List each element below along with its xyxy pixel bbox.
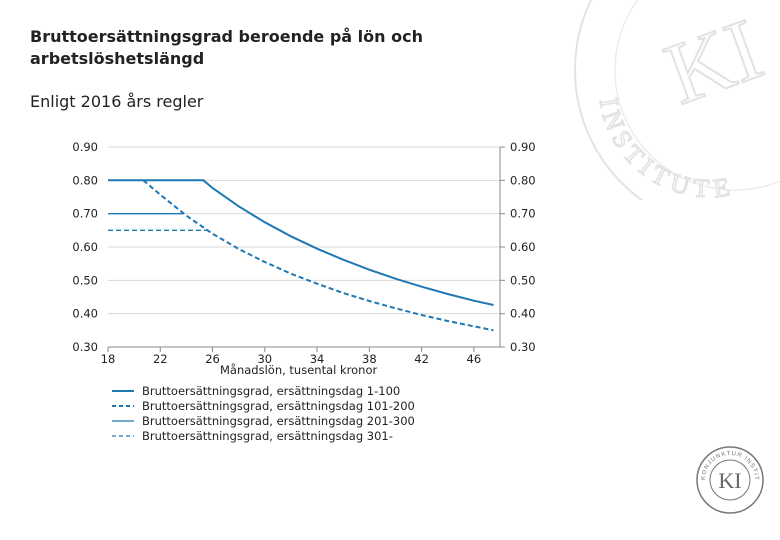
x-tick-label-0: 18 (101, 352, 116, 366)
ki-logo: KI KONJUNKTUR INSTITUTET (695, 445, 764, 514)
x-tick-label-6: 42 (414, 352, 429, 366)
y-tick-label-left-3: 0.60 (72, 240, 98, 254)
x-tick-labels: 18 22 26 30 34 38 42 46 (101, 352, 482, 366)
y-tick-label-right-4: 0.50 (510, 273, 536, 287)
y-tick-label-right-0: 0.90 (510, 140, 536, 154)
y-tick-label-right-3: 0.60 (510, 240, 536, 254)
x-tick-label-3: 30 (257, 352, 272, 366)
watermark-inner-ring (614, 0, 780, 191)
y-tick-label-left-2: 0.70 (72, 207, 98, 221)
y-tick-label-right-6: 0.30 (510, 340, 536, 354)
ki-watermark-seal: KI INSTITUTET (570, 0, 780, 200)
legend: Bruttoersättningsgrad, ersättningsdag 1-… (112, 384, 415, 443)
y-tick-label-right-1: 0.80 (510, 173, 536, 187)
gridlines (108, 146, 500, 348)
y-tick-label-left-5: 0.40 (72, 307, 98, 321)
legend-label-1: Bruttoersättningsgrad, ersättningsdag 1-… (142, 384, 400, 398)
logo-letters: KI (718, 468, 741, 493)
series-lines (108, 179, 494, 332)
series-line-2 (142, 179, 494, 332)
legend-label-3: Bruttoersättningsgrad, ersättningsdag 20… (142, 414, 415, 428)
logo-inner-ring (709, 459, 751, 501)
logo-outer-ring (696, 446, 764, 514)
axes (107, 146, 505, 352)
x-tick-label-2: 26 (205, 352, 220, 366)
x-tick-label-5: 38 (362, 352, 377, 366)
series-line-1 (108, 179, 494, 306)
legend-label-2: Bruttoersättningsgrad, ersättningsdag 10… (142, 399, 415, 413)
chart-title: Bruttoersättningsgrad beroende på lön oc… (30, 27, 423, 68)
y-tick-label-left-4: 0.50 (72, 273, 98, 287)
y-tick-label-left-1: 0.80 (72, 173, 98, 187)
y-tick-labels-right: 0.90 0.80 0.70 0.60 0.50 0.40 0.30 (510, 140, 536, 354)
x-tick-label-4: 34 (310, 352, 325, 366)
x-tick-label-7: 46 (467, 352, 482, 366)
y-tick-label-right-2: 0.70 (510, 207, 536, 221)
x-tick-label-1: 22 (153, 352, 168, 366)
y-tick-label-left-6: 0.30 (72, 340, 98, 354)
chart-subtitle: Enligt 2016 års regler (30, 92, 204, 111)
x-axis-label: Månadslön, tusental kronor (220, 363, 377, 377)
y-tick-labels-left: 0.90 0.80 0.70 0.60 0.50 0.40 0.30 (72, 140, 98, 354)
watermark-outer-ring (574, 0, 644, 200)
y-tick-label-left-0: 0.90 (72, 140, 98, 154)
y-tick-label-right-5: 0.40 (510, 307, 536, 321)
legend-label-4: Bruttoersättningsgrad, ersättningsdag 30… (142, 429, 393, 443)
